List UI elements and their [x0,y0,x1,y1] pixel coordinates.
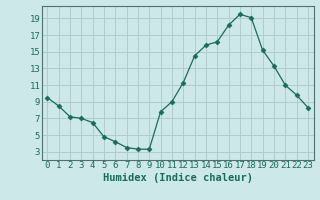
X-axis label: Humidex (Indice chaleur): Humidex (Indice chaleur) [103,173,252,183]
